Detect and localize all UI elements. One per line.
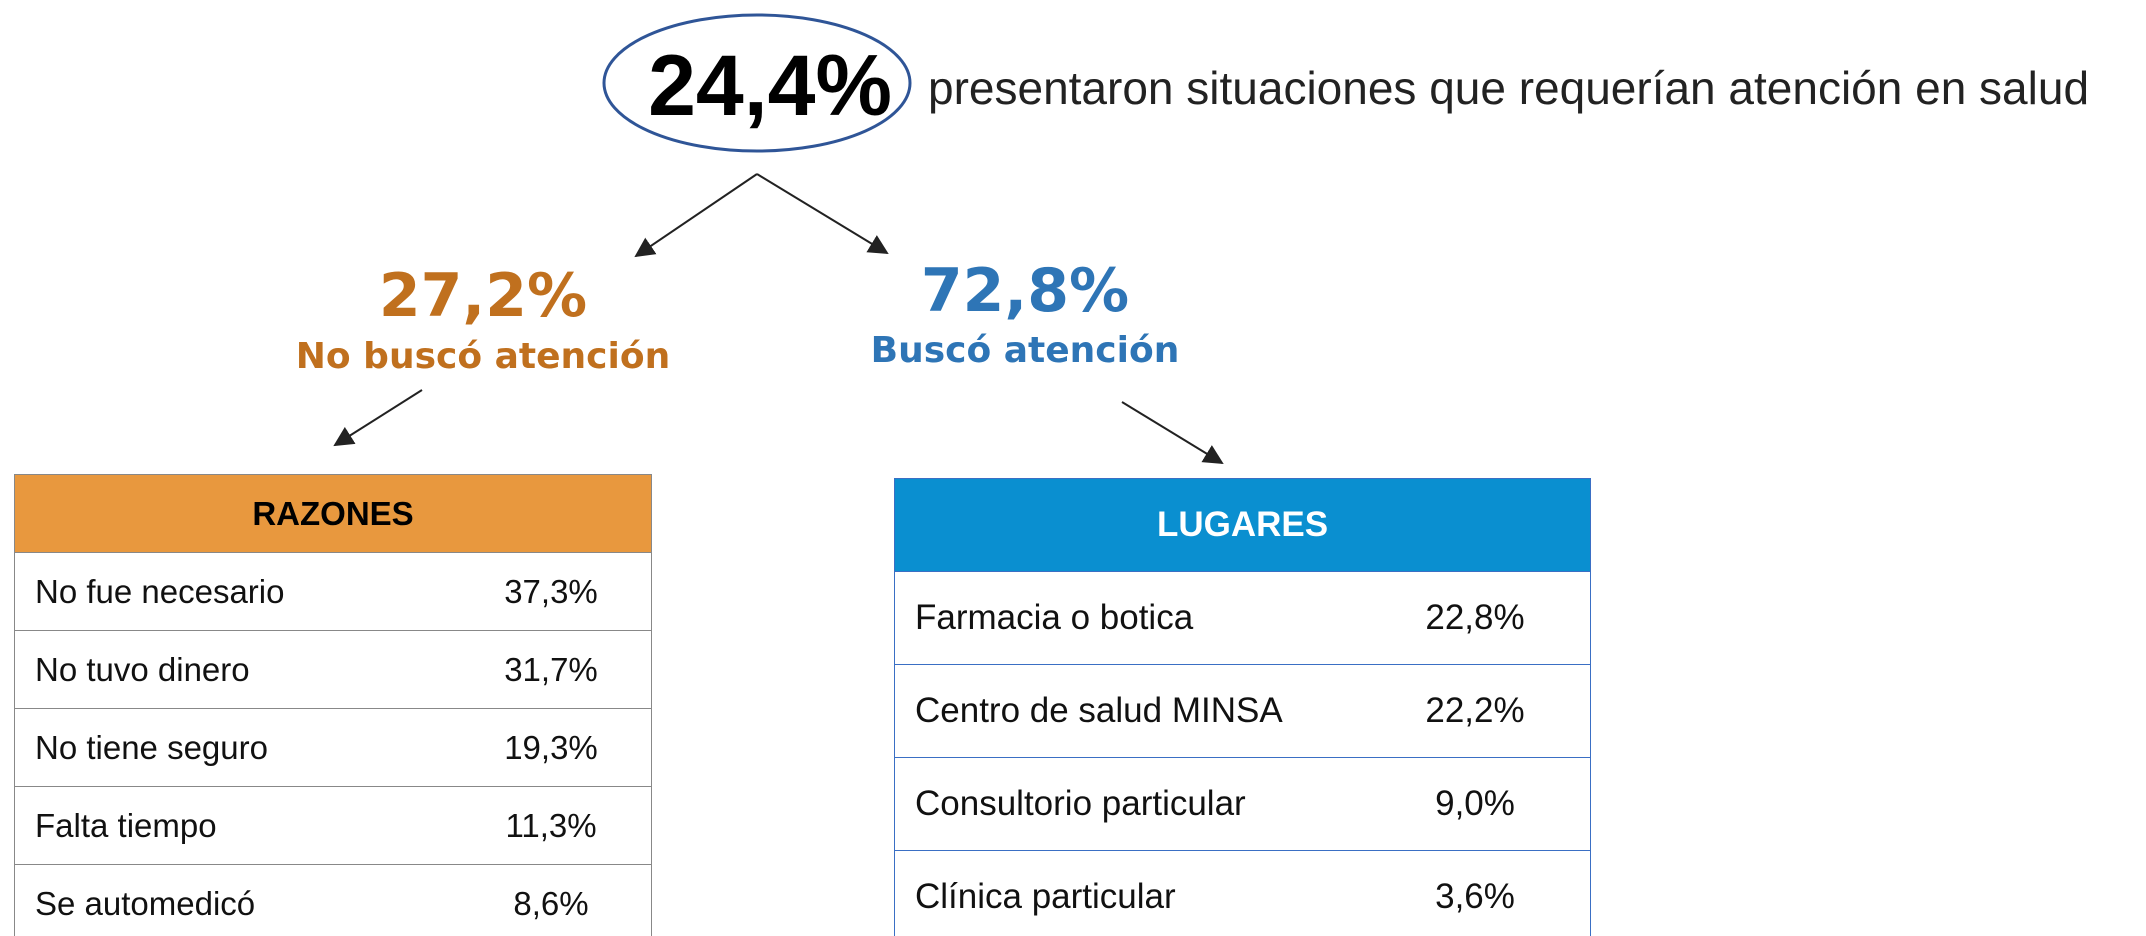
table-header: RAZONES bbox=[15, 475, 651, 553]
table-row: Consultorio particular 9,0% bbox=[895, 758, 1590, 851]
table-row: Se automedicó 8,6% bbox=[15, 865, 651, 936]
row-value: 22,2% bbox=[1425, 691, 1525, 730]
table-row: Farmacia o botica 22,8% bbox=[895, 572, 1590, 665]
row-label: Farmacia o botica bbox=[915, 598, 1194, 637]
table-header: LUGARES bbox=[895, 479, 1590, 572]
row-label: Se automedicó bbox=[35, 884, 256, 922]
branch-value: 27,2% bbox=[379, 261, 587, 331]
arrow bbox=[756, 173, 889, 255]
row-label: No tiene seguro bbox=[35, 728, 268, 766]
row-value: 9,0% bbox=[1435, 784, 1515, 823]
row-value: 22,8% bbox=[1425, 598, 1525, 637]
table-row: Centro de salud MINSA 22,2% bbox=[895, 665, 1590, 758]
branch-label: No buscó atención bbox=[296, 336, 670, 377]
table-row: Falta tiempo 11,3% bbox=[15, 787, 651, 865]
row-value: 19,3% bbox=[504, 728, 598, 766]
row-value: 31,7% bbox=[504, 650, 598, 688]
row-value: 8,6% bbox=[513, 884, 589, 922]
table-row: No tuvo dinero 31,7% bbox=[15, 631, 651, 709]
row-label: No tuvo dinero bbox=[35, 650, 250, 688]
row-label: No fue necesario bbox=[35, 572, 285, 610]
arrow bbox=[634, 173, 758, 258]
header-text: presentaron situaciones que requerían at… bbox=[928, 62, 2089, 114]
branch-label: Buscó atención bbox=[871, 330, 1180, 371]
header-value: 24,4% bbox=[648, 38, 892, 134]
table-row: Clínica particular 3,6% bbox=[895, 851, 1590, 936]
row-label: Clínica particular bbox=[915, 877, 1176, 916]
arrow bbox=[333, 389, 423, 447]
row-label: Falta tiempo bbox=[35, 806, 217, 844]
branch-value: 72,8% bbox=[921, 256, 1129, 326]
table-row: No tiene seguro 19,3% bbox=[15, 709, 651, 787]
row-value: 3,6% bbox=[1435, 877, 1515, 916]
reasons-table: RAZONES No fue necesario 37,3% No tuvo dine… bbox=[14, 474, 652, 936]
row-value: 37,3% bbox=[504, 572, 598, 610]
places-table: LUGARES Farmacia o botica 22,8% Centro de s… bbox=[894, 478, 1591, 936]
highlight-ellipse bbox=[602, 13, 912, 153]
row-label: Consultorio particular bbox=[915, 784, 1246, 823]
row-label: Centro de salud MINSA bbox=[915, 691, 1283, 730]
arrow bbox=[1121, 401, 1224, 465]
row-value: 11,3% bbox=[505, 806, 597, 844]
table-row: No fue necesario 37,3% bbox=[15, 553, 651, 631]
